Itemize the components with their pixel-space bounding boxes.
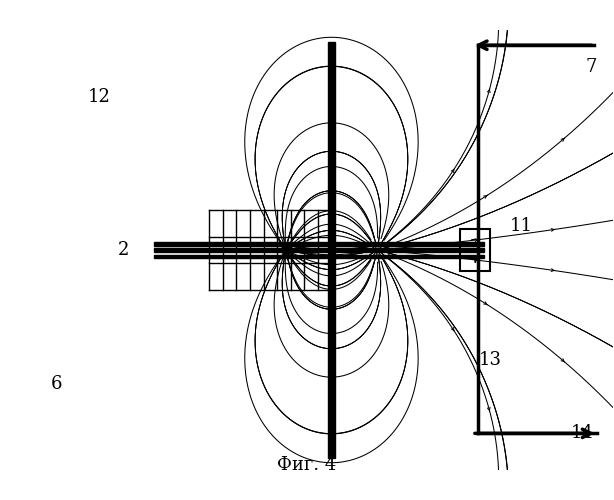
Text: 6: 6 [50, 376, 62, 394]
Bar [328, 42, 335, 458]
Text: 12: 12 [88, 88, 111, 106]
Text: 11: 11 [510, 216, 532, 234]
Bar [154, 242, 484, 246]
Text: −: − [470, 234, 480, 247]
Text: 2: 2 [118, 241, 130, 259]
Bar [154, 248, 484, 252]
Text: 7: 7 [586, 58, 597, 76]
Bar [154, 254, 484, 258]
Text: +: + [470, 253, 480, 266]
Text: 14: 14 [570, 424, 594, 442]
Bar [460, 228, 491, 272]
Text: 13: 13 [479, 351, 502, 369]
Text: Фиг. 4: Фиг. 4 [278, 456, 336, 474]
